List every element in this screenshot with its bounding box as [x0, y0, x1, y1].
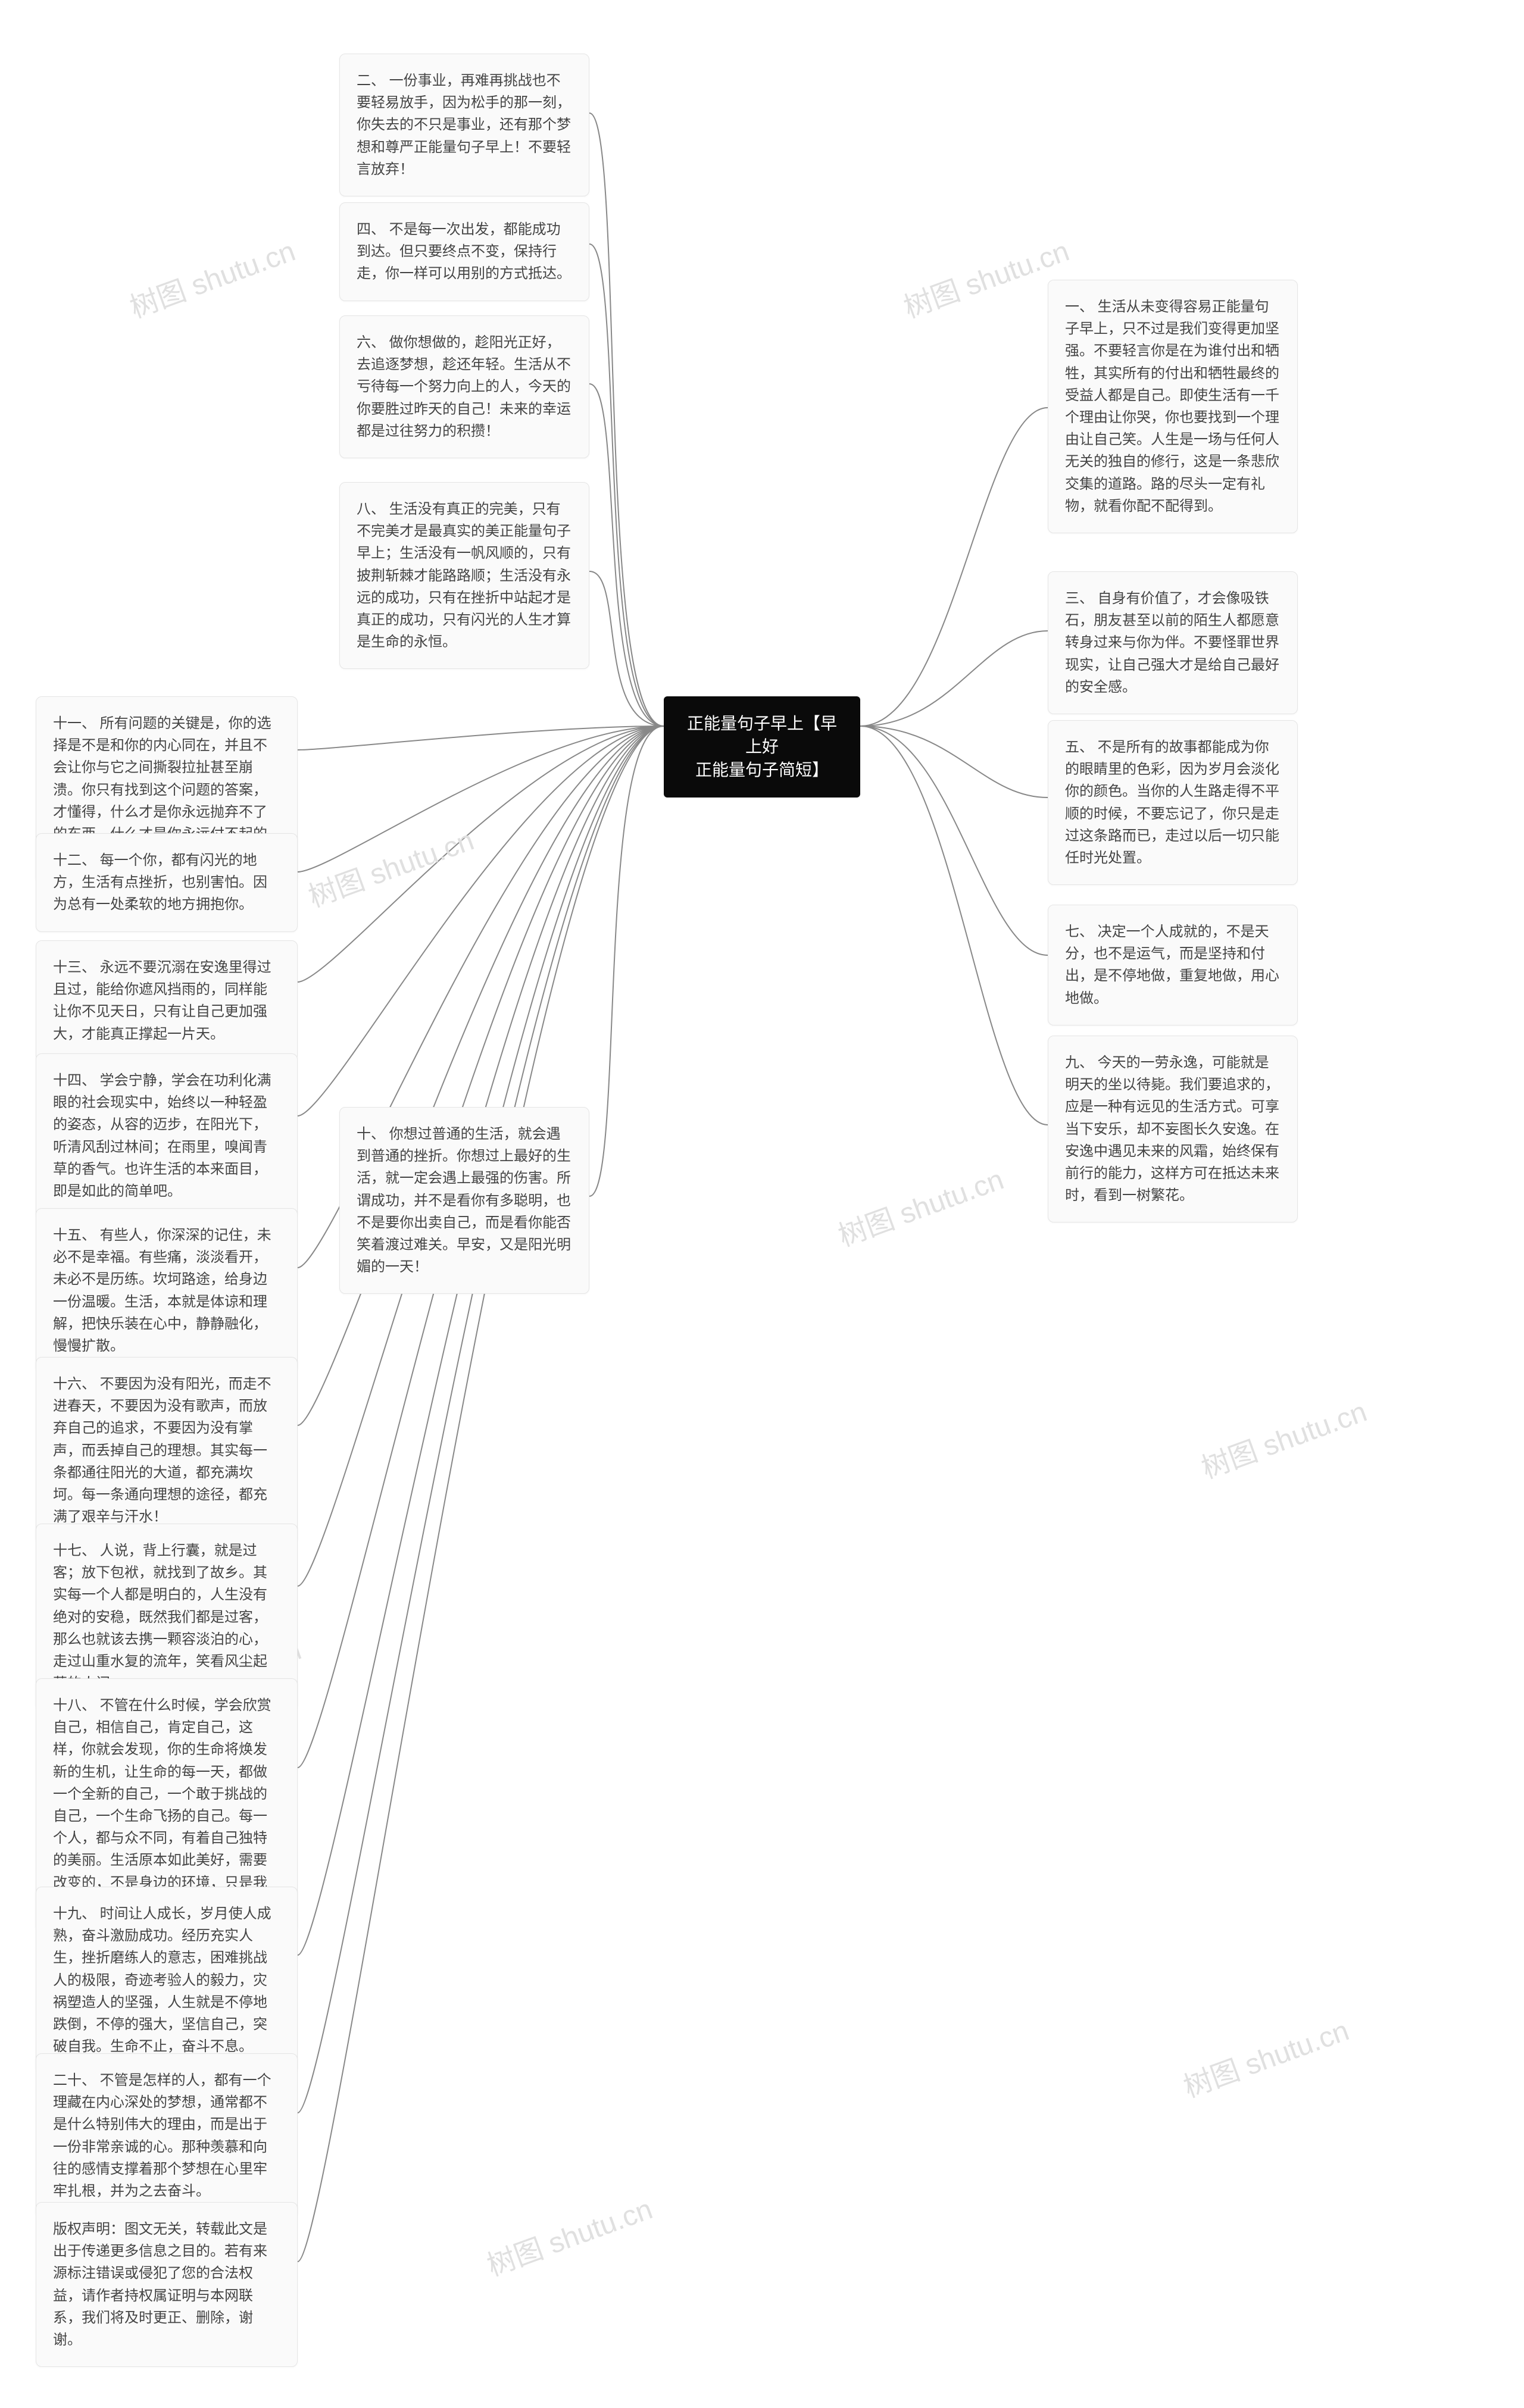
node-15-text: 十五、 有些人，你深深的记住，未必不是幸福。有些痛，淡淡看开，未必不是历练。坎坷… [53, 1227, 271, 1354]
center-topic: 正能量句子早上【早上好 正能量句子简短】 [664, 696, 860, 798]
node-14-text: 十四、 学会宁静，学会在功利化满眼的社会现实中，始终以一种轻盈的姿态，从容的迈步… [53, 1072, 271, 1199]
node-1: 一、 生活从未变得容易正能量句子早上，只不过是我们变得更加坚强。不要轻言你是在为… [1048, 280, 1298, 533]
node-20: 二十、 不管是怎样的人，都有一个理藏在内心深处的梦想，通常都不是什么特别伟大的理… [36, 2053, 298, 2218]
node-19-text: 十九、 时间让人成长，岁月使人成熟，奋斗激励成功。经历充实人生，挫折磨练人的意志… [53, 1906, 271, 2054]
node-6: 六、 做你想做的，趁阳光正好，去追逐梦想，趁还年轻。生活从不亏待每一个努力向上的… [339, 315, 589, 458]
node-7-text: 七、 决定一个人成就的，不是天分，也不是运气，而是坚持和付出，是不停地做，重复地… [1065, 924, 1279, 1006]
node-6-text: 六、 做你想做的，趁阳光正好，去追逐梦想，趁还年轻。生活从不亏待每一个努力向上的… [357, 334, 571, 439]
node-17-text: 十七、 人说，背上行囊，就是过客；放下包袱，就找到了故乡。其实每一个人都是明白的… [53, 1543, 267, 1691]
node-13-text: 十三、 永远不要沉溺在安逸里得过且过，能给你遮风挡雨的，同样能让你不见天日，只有… [53, 959, 271, 1042]
node-3: 三、 自身有价值了，才会像吸铁石，朋友甚至以前的陌生人都愿意转身过来与你为伴。不… [1048, 571, 1298, 714]
node-5-text: 五、 不是所有的故事都能成为你的眼睛里的色彩，因为岁月会淡化你的颜色。当你的人生… [1065, 739, 1279, 866]
node-4-text: 四、 不是每一次出发，都能成功到达。但只要终点不变，保持行走，你一样可以用别的方… [357, 221, 571, 282]
center-title-line1: 正能量句子早上【早上好 [687, 714, 837, 756]
node-15: 十五、 有些人，你深深的记住，未必不是幸福。有些痛，淡淡看开，未必不是历练。坎坷… [36, 1208, 298, 1373]
node-9-text: 九、 今天的一劳永逸，可能就是明天的坐以待毙。我们要追求的，应是一种有远见的生活… [1065, 1055, 1279, 1203]
node-2: 二、 一份事业，再难再挑战也不要轻易放手，因为松手的那一刻，你失去的不只是事业，… [339, 54, 589, 196]
node-9: 九、 今天的一劳永逸，可能就是明天的坐以待毙。我们要追求的，应是一种有远见的生活… [1048, 1036, 1298, 1222]
center-title-line2: 正能量句子简短】 [695, 761, 829, 779]
node-10-text: 十、 你想过普通的生活，就会遇到普通的挫折。你想过上最好的生活，就一定会遇上最强… [357, 1126, 571, 1275]
node-14: 十四、 学会宁静，学会在功利化满眼的社会现实中，始终以一种轻盈的姿态，从容的迈步… [36, 1053, 298, 1218]
node-8-text: 八、 生活没有真正的完美，只有不完美才是最真实的美正能量句子早上；生活没有一帆风… [357, 501, 571, 650]
node-7: 七、 决定一个人成就的，不是天分，也不是运气，而是坚持和付出，是不停地做，重复地… [1048, 905, 1298, 1025]
node-12-text: 十二、 每一个你，都有闪光的地方，生活有点挫折，也别害怕。因为总有一处柔软的地方… [53, 852, 267, 912]
node-18-text: 十八、 不管在什么时候，学会欣赏自己，相信自己，肯定自己，这样，你就会发现，你的… [53, 1697, 271, 1913]
node-2-text: 二、 一份事业，再难再挑战也不要轻易放手，因为松手的那一刻，你失去的不只是事业，… [357, 73, 571, 177]
node-13: 十三、 永远不要沉溺在安逸里得过且过，能给你遮风挡雨的，同样能让你不见天日，只有… [36, 940, 298, 1061]
node-19: 十九、 时间让人成长，岁月使人成熟，奋斗激励成功。经历充实人生，挫折磨练人的意志… [36, 1887, 298, 2074]
node-copy-text: 版权声明：图文无关，转载此文是出于传递更多信息之目的。若有来源标注错误或侵犯了您… [53, 2221, 267, 2348]
node-20-text: 二十、 不管是怎样的人，都有一个理藏在内心深处的梦想，通常都不是什么特别伟大的理… [53, 2072, 271, 2199]
node-16-text: 十六、 不要因为没有阳光，而走不进春天，不要因为没有歌声，而放弃自己的追求，不要… [53, 1376, 271, 1525]
node-1-text: 一、 生活从未变得容易正能量句子早上，只不过是我们变得更加坚强。不要轻言你是在为… [1065, 299, 1279, 514]
node-12: 十二、 每一个你，都有闪光的地方，生活有点挫折，也别害怕。因为总有一处柔软的地方… [36, 833, 298, 932]
node-copyright: 版权声明：图文无关，转载此文是出于传递更多信息之目的。若有来源标注错误或侵犯了您… [36, 2202, 298, 2367]
node-3-text: 三、 自身有价值了，才会像吸铁石，朋友甚至以前的陌生人都愿意转身过来与你为伴。不… [1065, 590, 1279, 695]
node-8: 八、 生活没有真正的完美，只有不完美才是最真实的美正能量句子早上；生活没有一帆风… [339, 482, 589, 669]
node-10: 十、 你想过普通的生活，就会遇到普通的挫折。你想过上最好的生活，就一定会遇上最强… [339, 1107, 589, 1294]
node-4: 四、 不是每一次出发，都能成功到达。但只要终点不变，保持行走，你一样可以用别的方… [339, 202, 589, 301]
node-5: 五、 不是所有的故事都能成为你的眼睛里的色彩，因为岁月会淡化你的颜色。当你的人生… [1048, 720, 1298, 885]
node-16: 十六、 不要因为没有阳光，而走不进春天，不要因为没有歌声，而放弃自己的追求，不要… [36, 1357, 298, 1544]
